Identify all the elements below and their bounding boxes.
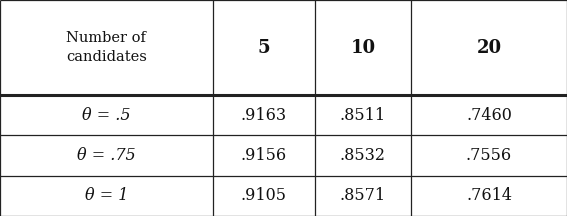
Text: 5: 5 (257, 38, 270, 57)
Text: .7614: .7614 (466, 187, 512, 204)
Text: θ = .75: θ = .75 (77, 147, 136, 164)
Text: θ = .5: θ = .5 (82, 107, 130, 124)
Text: .8571: .8571 (340, 187, 386, 204)
Text: .9105: .9105 (240, 187, 287, 204)
Text: Number of
candidates: Number of candidates (66, 31, 147, 64)
Text: 10: 10 (350, 38, 375, 57)
Text: .7460: .7460 (466, 107, 512, 124)
Text: 20: 20 (476, 38, 502, 57)
Text: .8511: .8511 (340, 107, 386, 124)
Text: .7556: .7556 (466, 147, 512, 164)
Text: .8532: .8532 (340, 147, 386, 164)
Text: θ = 1: θ = 1 (84, 187, 128, 204)
Text: .9156: .9156 (240, 147, 287, 164)
Text: .9163: .9163 (240, 107, 287, 124)
